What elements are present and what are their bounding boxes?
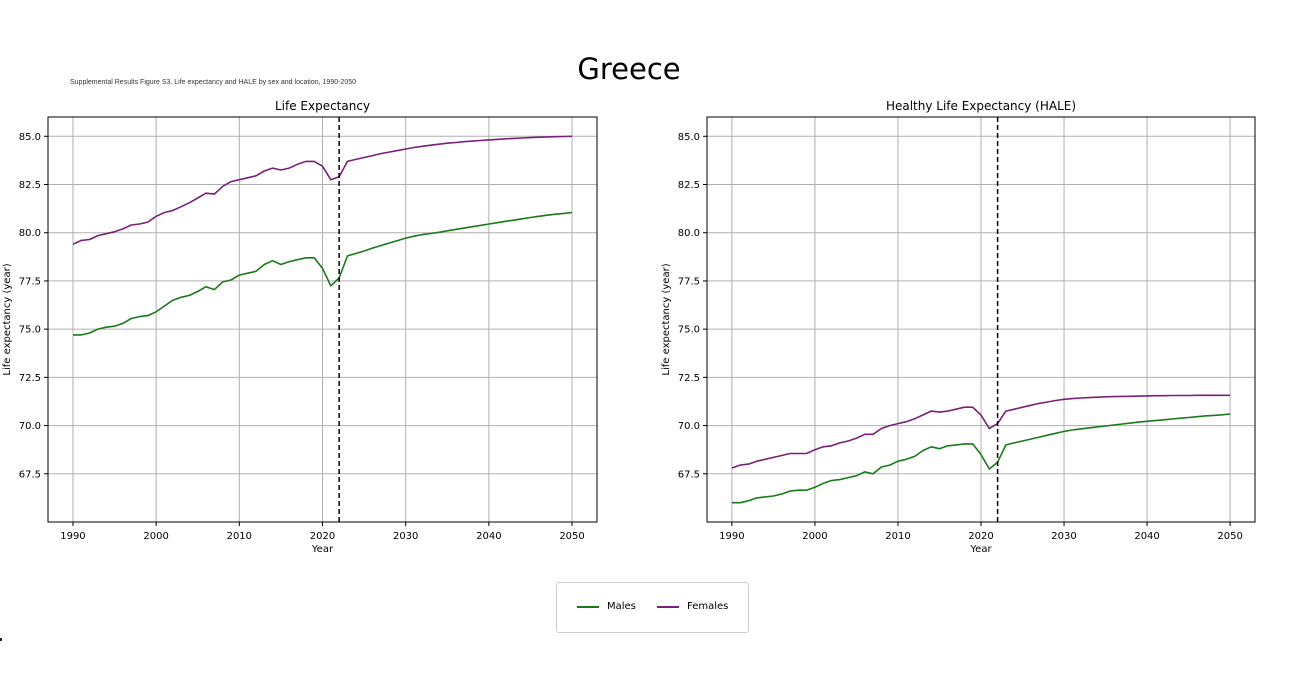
x-tick-label: 2020	[310, 531, 335, 542]
legend-item-males: Males	[577, 601, 636, 612]
y-axis-label: Life expectancy (year)	[2, 263, 13, 375]
x-tick-label: 2000	[143, 531, 168, 542]
legend-swatch-males	[577, 605, 599, 608]
y-tick-label: 77.5	[19, 276, 41, 287]
series-line-males	[731, 413, 1231, 504]
legend-label-females: Females	[687, 601, 729, 612]
y-tick-label: 80.0	[19, 228, 41, 239]
x-tick-label: 2050	[1217, 531, 1242, 542]
x-tick-label: 1990	[719, 531, 744, 542]
y-tick-label: 67.5	[678, 469, 700, 480]
y-tick-label: 70.0	[678, 421, 700, 432]
chart-title: Healthy Life Expectancy (HALE)	[886, 99, 1076, 113]
corner-mark	[0, 638, 2, 641]
y-tick-label: 85.0	[19, 132, 41, 143]
y-tick-label: 85.0	[678, 132, 700, 143]
y-tick-label: 82.5	[678, 180, 700, 191]
chart-life-expectancy: 1990 2000 2010 2020 2030 2040 2050 67.5 70.0 72.5…	[2, 99, 598, 555]
page-title: Greece	[577, 52, 681, 86]
series-line-females	[731, 394, 1231, 469]
legend-label-males: Males	[607, 601, 636, 612]
y-tick-label: 72.5	[678, 373, 700, 384]
x-tick-label: 2050	[559, 531, 584, 542]
plot-frame	[706, 116, 1256, 523]
y-tick-label: 70.0	[19, 421, 41, 432]
legend-swatch-females	[657, 605, 679, 608]
y-tick-label: 67.5	[19, 469, 41, 480]
series-line-females	[72, 135, 573, 246]
y-axis-label: Life expectancy (year)	[661, 263, 672, 375]
x-tick-label: 1990	[60, 531, 85, 542]
plot-frame	[47, 116, 598, 523]
x-tick-label: 2010	[227, 531, 252, 542]
x-axis-label: Year	[969, 544, 992, 555]
x-tick-label: 2030	[1051, 531, 1076, 542]
legend-item-females: Females	[657, 601, 728, 612]
series-line-males	[73, 211, 573, 336]
chart-hale: 1990 2000 2010 2020 2030 2040 2050 67.5 70.0 72.5…	[661, 99, 1256, 555]
y-tick-label: 75.0	[678, 325, 700, 336]
chart-title: Life Expectancy	[275, 99, 370, 113]
x-axis-label: Year	[311, 544, 334, 555]
x-tick-label: 2040	[476, 531, 501, 542]
figure-caption: Supplemental Results Figure S3. Life exp…	[70, 79, 357, 86]
x-tick-label: 2020	[968, 531, 993, 542]
x-tick-label: 2030	[393, 531, 418, 542]
y-tick-label: 72.5	[19, 373, 41, 384]
y-tick-label: 75.0	[19, 325, 41, 336]
y-tick-label: 77.5	[678, 276, 700, 287]
legend: Males Females	[556, 582, 749, 633]
y-tick-label: 80.0	[678, 228, 700, 239]
charts-canvas: 1990 2000 2010 2020 2030 2040 2050 67.5 70.0 72.5…	[2, 99, 1256, 555]
x-tick-label: 2010	[885, 531, 910, 542]
y-tick-label: 82.5	[19, 180, 41, 191]
x-tick-label: 2040	[1134, 531, 1159, 542]
x-tick-label: 2000	[802, 531, 827, 542]
